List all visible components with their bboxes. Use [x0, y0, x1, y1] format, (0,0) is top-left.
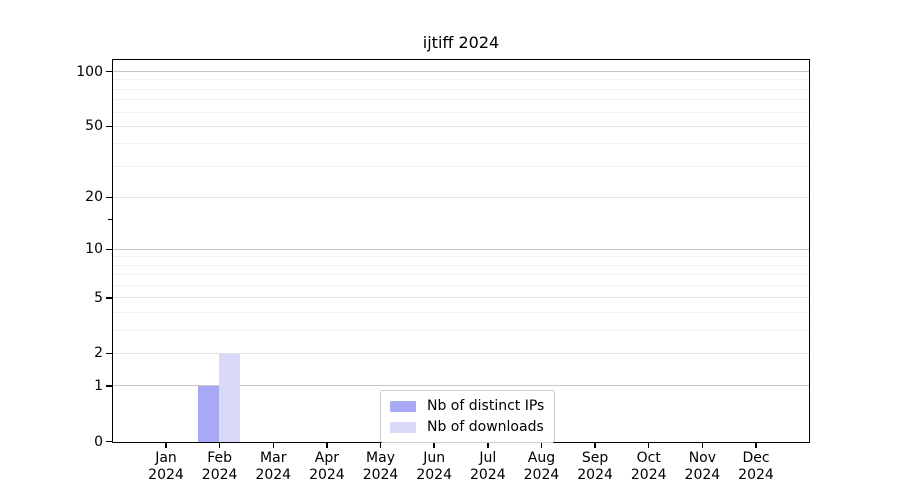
gridline-minor — [113, 99, 809, 101]
gridline-minor — [113, 256, 809, 258]
x-tick-label-month: Feb — [207, 450, 233, 466]
y-axis: 0 1 2 5 10 20 50 100 — [0, 61, 112, 450]
y-tick-label: 50 — [85, 118, 103, 135]
x-tick-label-month: May — [366, 450, 395, 466]
y-tick-mark — [106, 385, 112, 387]
chart-title: ijtiff 2024 — [422, 33, 500, 52]
x-tick-label: Feb 2024 — [185, 450, 255, 484]
y-tick-mark — [106, 248, 112, 251]
gridline-minor — [113, 79, 809, 81]
x-tick-label-month: Apr — [314, 450, 340, 466]
gridline-minor — [113, 329, 809, 331]
gridline-100 — [113, 71, 809, 73]
y-tick-mark — [106, 70, 112, 73]
x-tick-label-year: 2024 — [255, 467, 292, 483]
y-tick-label: 20 — [85, 189, 103, 206]
plot-area — [112, 59, 810, 443]
x-tick-mark — [218, 443, 221, 448]
legend: Nb of distinct IPs Nb of downloads — [380, 390, 556, 443]
x-tick-label-month: Sep — [581, 450, 609, 466]
x-tick-label-year: 2024 — [469, 467, 506, 483]
x-tick-label: Jun 2024 — [399, 450, 469, 484]
x-tick-mark — [433, 443, 435, 448]
x-tick-label-month: Jul — [479, 450, 497, 466]
x-tick-mark — [594, 443, 596, 448]
x-tick-label: Jul 2024 — [453, 450, 523, 484]
y-tick-label: 100 — [76, 63, 103, 80]
x-tick-label: Mar 2024 — [238, 450, 308, 484]
legend-label-distinct-ips: Nb of distinct IPs — [427, 398, 545, 414]
y-tick-mark — [106, 440, 112, 443]
y-tick-label: 2 — [94, 345, 103, 362]
x-tick-label-month: Oct — [636, 450, 661, 466]
y-minor-tick-mark — [108, 218, 112, 220]
y-tick-mark — [106, 125, 112, 128]
y-tick-mark — [106, 196, 112, 199]
x-tick-label: May 2024 — [346, 450, 416, 484]
gridline-2 — [113, 352, 809, 354]
x-tick-label-year: 2024 — [201, 467, 238, 483]
x-tick-label-year: 2024 — [416, 467, 452, 483]
gridline-10 — [113, 248, 809, 250]
y-tick-label: 10 — [85, 241, 103, 258]
x-tick-label: Dec 2024 — [721, 450, 791, 484]
gridline-minor — [113, 88, 809, 90]
x-tick-label: Jan 2024 — [131, 450, 201, 484]
legend-swatch-downloads — [390, 421, 416, 433]
x-tick-label: Oct 2024 — [614, 450, 684, 484]
x-axis: Jan 2024 Feb 2024 Mar 2024 Apr 2024 May 2024 Jun 20… — [114, 443, 809, 493]
x-tick-label: Sep 2024 — [560, 450, 630, 484]
x-tick-mark — [540, 443, 543, 448]
legend-label-downloads: Nb of downloads — [427, 419, 544, 435]
x-tick-label-year: 2024 — [738, 467, 774, 483]
x-tick-label: Aug 2024 — [506, 450, 576, 484]
x-tick-mark — [487, 443, 489, 448]
x-tick-label-month: Jun — [423, 450, 446, 466]
x-tick-label-year: 2024 — [684, 467, 721, 483]
bar-nb-of-downloads — [219, 353, 241, 442]
legend-item-downloads: Nb of downloads — [390, 418, 544, 436]
y-tick-label: 5 — [94, 289, 103, 306]
gridline-minor — [113, 264, 809, 266]
x-tick-label-year: 2024 — [630, 467, 667, 483]
gridline-minor — [113, 143, 809, 145]
x-tick-label-year: 2024 — [148, 467, 184, 483]
x-tick-mark — [272, 443, 275, 448]
gridline-1 — [113, 385, 809, 387]
x-tick-mark — [165, 443, 167, 448]
x-tick-label-month: Nov — [688, 450, 717, 466]
bar-nb-of-distinct-ips — [198, 386, 220, 442]
y-tick-mark — [106, 352, 112, 355]
gridline-50 — [113, 125, 809, 127]
x-tick-mark — [326, 443, 328, 448]
x-tick-label-year: 2024 — [577, 467, 613, 483]
gridline-minor — [113, 111, 809, 113]
x-tick-label-month: Jan — [155, 450, 177, 466]
legend-item-distinct-ips: Nb of distinct IPs — [390, 397, 544, 415]
x-tick-label-month: Aug — [527, 450, 556, 466]
x-tick-label-month: Mar — [260, 450, 287, 466]
x-tick-label-year: 2024 — [309, 467, 345, 483]
x-tick-mark — [647, 443, 650, 448]
x-tick-label-year: 2024 — [523, 467, 560, 483]
x-tick-mark — [379, 443, 382, 448]
legend-swatch-distinct-ips — [390, 400, 416, 412]
x-tick-label: Apr 2024 — [292, 450, 362, 484]
x-tick-label: Nov 2024 — [667, 450, 737, 484]
x-tick-mark — [701, 443, 704, 448]
x-tick-mark — [755, 443, 757, 448]
gridline-20 — [113, 196, 809, 198]
x-tick-label-month: Dec — [742, 450, 770, 466]
gridline-minor — [113, 312, 809, 313]
gridline-5 — [113, 297, 809, 299]
gridline-minor — [113, 285, 809, 287]
gridline-minor — [113, 165, 809, 167]
y-tick-label: 1 — [94, 377, 103, 394]
x-tick-label-year: 2024 — [362, 467, 399, 483]
gridline-minor — [113, 274, 809, 276]
y-tick-label: 0 — [94, 433, 103, 450]
y-tick-mark — [106, 297, 112, 299]
